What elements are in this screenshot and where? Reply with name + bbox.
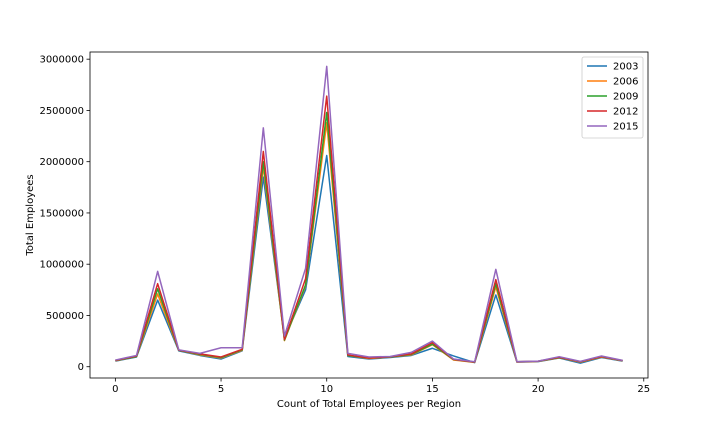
x-tick-label: 15 xyxy=(426,384,439,395)
legend-label-2012: 2012 xyxy=(613,107,638,118)
plot-area xyxy=(90,52,648,378)
series-line-2015 xyxy=(115,65,623,363)
y-axis-title: Total Employees xyxy=(25,174,36,256)
legend-box xyxy=(581,56,644,139)
x-tick-label: 20 xyxy=(532,384,545,395)
x-tick-label: 25 xyxy=(637,384,650,395)
x-tick-label: 0 xyxy=(112,384,118,395)
legend-label-2006: 2006 xyxy=(613,77,638,88)
y-tick-label: 1500000 xyxy=(39,208,84,219)
y-axis-ticks: 0 500000 1000000 1500000 2000000 2500000 30000… xyxy=(39,55,90,373)
plot-frame xyxy=(89,51,649,379)
legend-label-2015: 2015 xyxy=(613,122,638,133)
legend-label-2009: 2009 xyxy=(613,92,638,103)
x-tick-label: 10 xyxy=(320,384,333,395)
x-tick-label: 5 xyxy=(218,384,224,395)
series-lines xyxy=(115,65,623,364)
x-axis-title: Count of Total Employees per Region xyxy=(277,399,461,410)
legend-label-2003: 2003 xyxy=(613,62,638,73)
y-tick-label: 500000 xyxy=(46,311,84,322)
y-tick-label: 1000000 xyxy=(39,260,84,271)
legend: 2003 2006 2009 2012 2015 xyxy=(581,56,644,139)
y-tick-label: 0 xyxy=(78,362,84,373)
y-tick-label: 2000000 xyxy=(39,157,84,168)
x-axis-ticks: 0 5 10 15 20 25 xyxy=(112,378,650,395)
y-tick-label: 2500000 xyxy=(39,106,84,117)
y-tick-label: 3000000 xyxy=(39,55,84,66)
